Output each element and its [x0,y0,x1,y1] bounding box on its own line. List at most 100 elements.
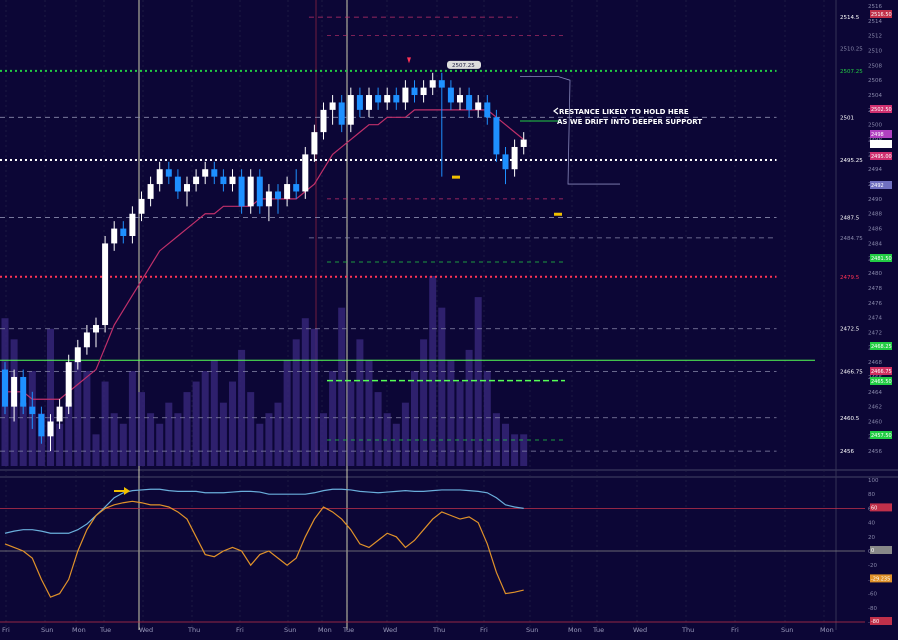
volume-bar [19,402,27,466]
volume-bar [292,339,300,466]
price-badge [870,140,892,148]
price-badge [870,130,892,138]
volume-bars [1,276,528,466]
candle-body [202,169,209,177]
y-tick-label: 2472 [868,330,882,336]
oscillator-panel [0,487,865,623]
candle-body [220,176,227,185]
level-label: 2514.5 [840,15,860,21]
candle-body [174,176,181,192]
candle-body [111,228,118,244]
x-tick-label: Mon [820,626,834,634]
annotation-arrow-icon [553,107,559,115]
candle-body [511,146,518,170]
price-badge-label: 2466.75 [871,369,892,375]
volume-bar [128,371,136,466]
volume-bar [420,339,428,466]
volume-bar [456,381,464,466]
level-label: 2507.25 [840,69,863,75]
y-tick-label: 2464 [868,390,882,396]
volume-bar [101,381,109,466]
volume-bar [219,402,227,466]
y-tick-label: 2494 [868,167,882,173]
volume-bar [56,423,64,466]
y-tick-label: 2488 [868,212,882,218]
volume-bar [74,360,82,466]
volume-bar [356,339,364,466]
price-badge [870,367,892,375]
candle-body [347,95,354,125]
annotation-line-1: RESTANCE LIKELY TO HOLD HERE [559,108,689,116]
x-tick-label: Mon [318,626,332,634]
price-badge-label: 2492 [871,183,884,189]
down-arrow-icon [407,57,411,64]
y-tick-label: 2474 [868,316,882,322]
candle-body [83,332,90,348]
candle-body [147,184,154,199]
y-tick-label: 2514 [868,19,882,25]
osc-badge [870,574,892,583]
volume-bar [83,371,91,466]
level-label: 2460.5 [840,416,860,422]
osc-badge [870,546,892,554]
volume-bar [383,413,391,466]
y-tick-label: 2516 [868,4,882,10]
candle-body [484,102,491,118]
osc-fast-line [4,500,524,598]
candle-body [375,95,382,103]
volume-bar [401,402,409,466]
volume-bar [210,360,218,466]
volume-bar [47,328,54,466]
volume-bar [147,413,155,466]
volume-bar [119,423,127,466]
x-tick-label: Tue [99,626,111,634]
osc-y-tick-label: 40 [868,521,875,527]
y-tick-label: 2504 [868,93,882,99]
candle-body [402,87,409,103]
x-tick-label: Thu [187,626,200,634]
volume-bar [301,318,309,466]
x-tick-label: Wed [139,626,153,634]
level-label: 2456 [840,449,854,455]
candle-body [384,95,391,103]
level-label: 2472.5 [840,327,860,333]
y-tick-label: 2506 [868,78,882,84]
level-label: 2487.5 [840,215,860,221]
y-tick-label: 2484 [868,241,882,247]
candle-body [356,95,363,110]
price-badge [870,431,892,439]
candle-body [120,228,127,236]
y-tick-label: 2480 [868,271,882,277]
price-badge [870,342,892,350]
candle-body [247,176,254,207]
candle-body [338,102,345,125]
axes: Fri Sun Mon Tue Wed Thu Fri Sun Mon Tue Wed Thu Fri S… [2,4,892,634]
price-badge-label: 2465.50 [871,379,892,385]
marker [452,175,460,179]
volume-bar [92,434,100,466]
candle-body [466,95,473,110]
candle-body [2,369,8,407]
candle-body [393,95,400,103]
volume-bar [110,413,118,466]
x-tick-label: Wed [633,626,647,634]
volume-bar [165,402,173,466]
x-tick-label: Tue [592,626,604,634]
volume-bar [310,328,318,466]
osc-badge [870,617,892,625]
annotation: RESTANCE LIKELY TO HOLD HERE AS WE DRIFT… [553,107,702,126]
candle-body [329,102,336,110]
arrow-right-icon [114,487,130,495]
volume-bar [156,423,164,466]
volume-bar [283,360,291,466]
candle-body [256,176,263,207]
x-tick-label: Sun [781,626,793,634]
candle-body [411,87,418,96]
price-badge-label: 2497.75 [871,142,892,148]
y-tick-label: 2476 [868,301,882,307]
x-tick-label: Fri [236,626,244,634]
candle-body [56,406,63,422]
y-tick-label: 2456 [868,449,882,455]
